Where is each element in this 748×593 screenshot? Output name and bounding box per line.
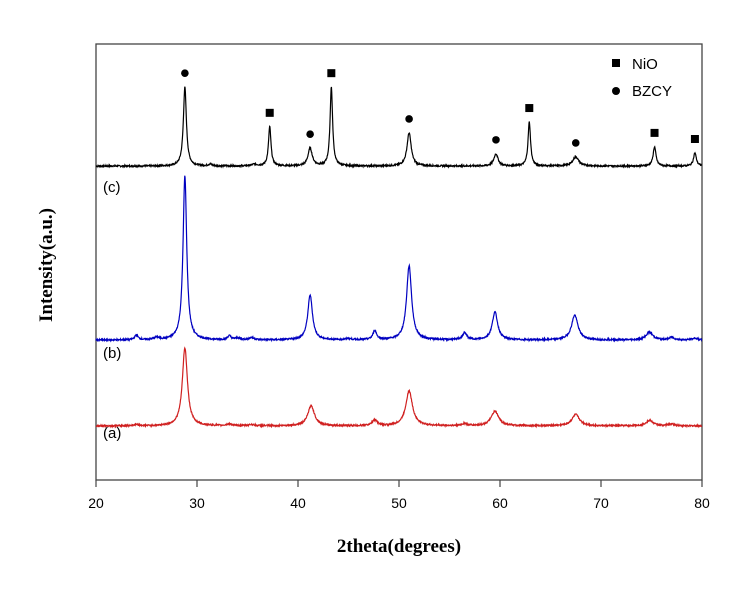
y-axis-label: Intensity(a.u.) (36, 208, 57, 322)
series-line-a (95, 346, 703, 429)
legend-label-bzcy: BZCY (632, 83, 672, 100)
series-line-c (95, 86, 702, 169)
phase-markers (181, 69, 699, 147)
nio-peak-marker (690, 135, 699, 143)
legend-label-nio: NiO (632, 56, 658, 73)
series-group (95, 86, 703, 429)
bzcy-peak-marker (492, 136, 500, 144)
x-axis-ticks: 20 30 40 50 60 70 80 (88, 480, 710, 511)
nio-peak-marker (525, 104, 534, 113)
nio-peak-marker (265, 108, 274, 117)
x-tick-label: 60 (492, 495, 508, 511)
bzcy-peak-marker (306, 130, 314, 139)
bzcy-peak-marker (405, 115, 413, 123)
series-label-c: (c) (103, 179, 121, 196)
series-label-a: (a) (103, 425, 121, 442)
x-tick-label: 30 (189, 495, 205, 511)
series-line-b (95, 175, 703, 343)
x-tick-label: 80 (694, 495, 710, 511)
bzcy-peak-marker (181, 69, 189, 77)
x-tick-label: 70 (593, 495, 609, 511)
legend: NiO BZCY (612, 56, 672, 100)
legend-circle-marker (612, 87, 620, 95)
series-label-b: (b) (103, 345, 121, 362)
x-tick-label: 50 (391, 495, 407, 511)
x-axis-label: 2theta(degrees) (337, 536, 461, 557)
nio-peak-marker (650, 128, 659, 137)
bzcy-peak-marker (571, 139, 580, 147)
x-tick-label: 20 (88, 495, 104, 511)
nio-peak-marker (327, 69, 336, 78)
x-tick-label: 40 (290, 495, 306, 511)
legend-square-marker (612, 59, 620, 67)
